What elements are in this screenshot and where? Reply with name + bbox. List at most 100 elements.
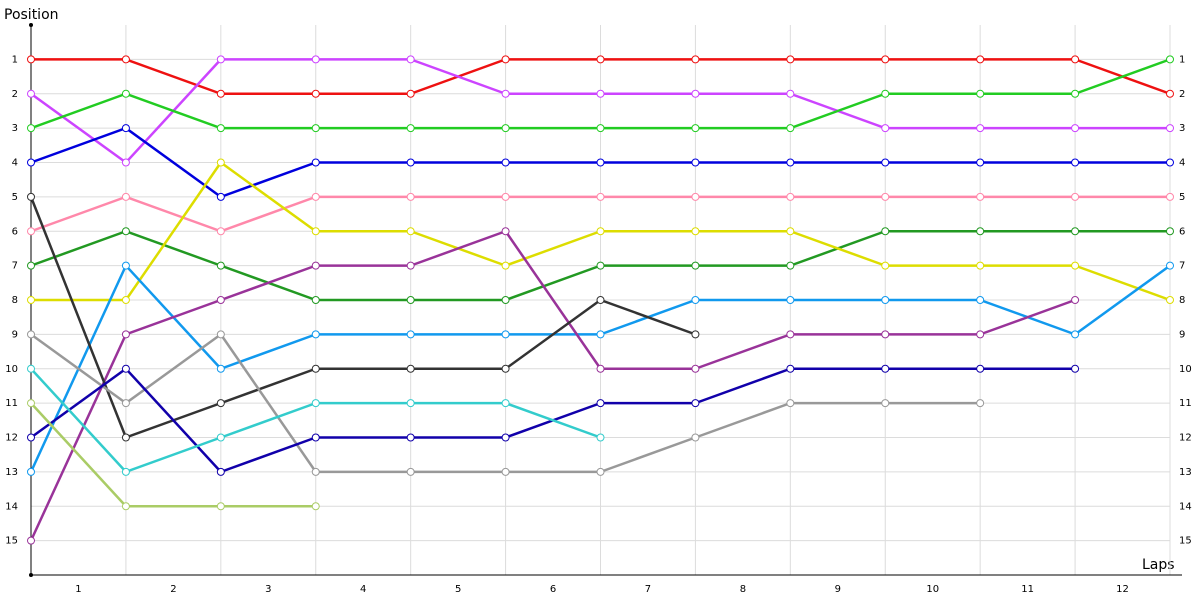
point bbox=[786, 364, 795, 373]
series-line bbox=[30, 402, 316, 508]
y-tick-label-right: 2 bbox=[1179, 89, 1185, 100]
point bbox=[976, 89, 985, 98]
series-line bbox=[29, 196, 696, 439]
point bbox=[1071, 89, 1080, 98]
point bbox=[691, 330, 700, 339]
point bbox=[27, 261, 35, 270]
point bbox=[216, 124, 225, 133]
point bbox=[596, 124, 605, 133]
y-tick-label: 11 bbox=[5, 398, 18, 409]
point bbox=[121, 433, 130, 442]
point bbox=[501, 192, 510, 201]
point bbox=[121, 89, 130, 98]
point bbox=[501, 89, 510, 98]
point bbox=[501, 158, 510, 167]
point bbox=[311, 467, 320, 476]
x-tick-label: 8 bbox=[740, 584, 746, 595]
y-tick-label-right: 9 bbox=[1179, 329, 1185, 340]
point bbox=[1071, 330, 1080, 339]
point bbox=[121, 261, 130, 270]
point bbox=[1071, 364, 1080, 373]
point bbox=[311, 399, 320, 408]
point bbox=[406, 433, 415, 442]
point bbox=[881, 227, 890, 236]
point bbox=[1166, 192, 1174, 201]
point bbox=[691, 296, 700, 304]
point bbox=[311, 330, 320, 339]
point bbox=[406, 89, 415, 98]
point bbox=[691, 158, 700, 167]
point bbox=[311, 261, 320, 270]
point bbox=[881, 261, 890, 270]
point bbox=[27, 433, 35, 442]
point bbox=[216, 158, 225, 167]
point bbox=[1166, 296, 1174, 304]
point bbox=[881, 192, 890, 201]
axis-end bbox=[29, 23, 33, 27]
point bbox=[786, 192, 795, 201]
point bbox=[311, 55, 320, 64]
y-tick-label: 2 bbox=[12, 89, 18, 100]
x-tick-label: 4 bbox=[360, 584, 366, 595]
point bbox=[121, 227, 130, 236]
point bbox=[121, 330, 130, 339]
point bbox=[27, 89, 35, 98]
y-tick-label-right: 10 bbox=[1179, 364, 1192, 375]
point bbox=[406, 158, 415, 167]
point bbox=[1166, 158, 1174, 167]
point bbox=[691, 89, 700, 98]
point bbox=[216, 467, 225, 476]
point bbox=[1071, 296, 1080, 304]
y-tick-label: 9 bbox=[12, 329, 18, 340]
point bbox=[881, 158, 890, 167]
point bbox=[121, 192, 130, 201]
point bbox=[691, 364, 700, 373]
point bbox=[311, 89, 320, 98]
point bbox=[501, 261, 510, 270]
x-tick-label: 2 bbox=[170, 584, 176, 595]
y-tick-label-right: 15 bbox=[1179, 536, 1192, 547]
point bbox=[786, 124, 795, 133]
point bbox=[786, 330, 795, 339]
point bbox=[27, 364, 35, 373]
point bbox=[596, 192, 605, 201]
y-axis-title: Position bbox=[4, 7, 59, 23]
y-tick-label: 15 bbox=[5, 536, 18, 547]
point bbox=[216, 296, 225, 304]
point bbox=[691, 55, 700, 64]
point bbox=[596, 296, 605, 304]
point bbox=[976, 261, 985, 270]
point bbox=[121, 502, 130, 511]
point bbox=[881, 330, 890, 339]
point bbox=[1071, 261, 1080, 270]
point bbox=[786, 399, 795, 408]
y-tick-label-right: 11 bbox=[1179, 398, 1192, 409]
y-tick-label: 5 bbox=[12, 192, 18, 203]
point bbox=[406, 399, 415, 408]
point bbox=[1071, 227, 1080, 236]
point bbox=[311, 227, 320, 236]
series-line bbox=[29, 230, 1076, 542]
point bbox=[406, 192, 415, 201]
point bbox=[121, 467, 130, 476]
point bbox=[27, 124, 35, 133]
point bbox=[121, 124, 130, 133]
point bbox=[691, 433, 700, 442]
x-tick-label: 6 bbox=[550, 584, 556, 595]
point bbox=[691, 124, 700, 133]
point bbox=[216, 364, 225, 373]
x-tick-label: 3 bbox=[265, 584, 271, 595]
point bbox=[216, 433, 225, 442]
point bbox=[976, 227, 985, 236]
point bbox=[1071, 192, 1080, 201]
y-tick-label-right: 6 bbox=[1179, 226, 1185, 237]
point bbox=[976, 330, 985, 339]
point bbox=[976, 399, 985, 408]
x-tick-label: 12 bbox=[1116, 584, 1129, 595]
y-tick-label-right: 5 bbox=[1179, 192, 1185, 203]
point bbox=[406, 364, 415, 373]
point bbox=[216, 261, 225, 270]
point bbox=[501, 296, 510, 304]
y-tick-label-right: 4 bbox=[1179, 158, 1185, 169]
